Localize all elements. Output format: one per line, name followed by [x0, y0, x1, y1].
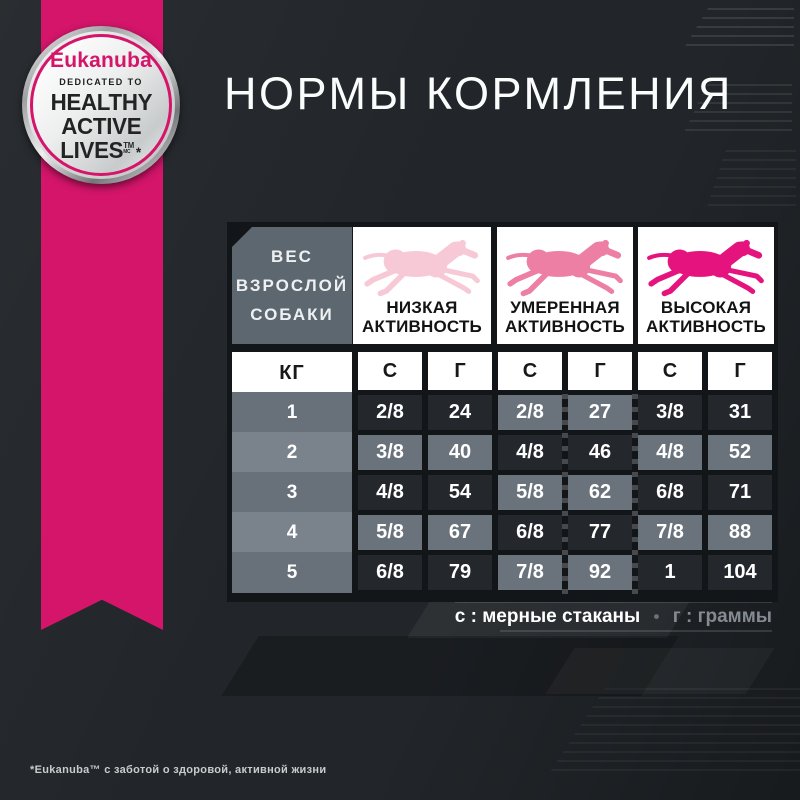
- decor-stripes-top-right: [684, 8, 794, 48]
- decor-stripes-bottom-right: [550, 688, 800, 772]
- activity-label: УМЕРЕННАЯ АКТИВНОСТЬ: [505, 298, 625, 336]
- value-cell: 7/8: [638, 515, 702, 550]
- unit-header-cell-3: Г: [568, 352, 632, 390]
- running-dog-icon: [363, 239, 480, 297]
- unit-header-cell-5: Г: [708, 352, 772, 390]
- value-cell: 6/8: [498, 515, 562, 550]
- value-cell: 6/8: [638, 475, 702, 510]
- badge-lives-row: LIVES TM MC *: [61, 138, 142, 164]
- value-cell: 79: [428, 555, 492, 590]
- value-cell: 71: [708, 475, 772, 510]
- unit-header-cell-0: С: [358, 352, 422, 390]
- decor-slab-2: [221, 636, 679, 696]
- activity-header-high: ВЫСОКАЯ АКТИВНОСТЬ: [638, 227, 774, 344]
- value-cell: 46: [568, 435, 632, 470]
- value-cell: 2/8: [358, 395, 422, 430]
- kg-cell: 1: [232, 392, 352, 433]
- running-dog-icon: [647, 239, 764, 297]
- activity-label: ВЫСОКАЯ АКТИВНОСТЬ: [646, 298, 766, 336]
- value-cell: 5/8: [498, 475, 562, 510]
- activity-label: НИЗКАЯ АКТИВНОСТЬ: [362, 298, 482, 336]
- decor-stripes-mid-right: [706, 150, 796, 210]
- kg-column-header: КГ: [232, 352, 352, 395]
- feeding-table-grid: КГ С Г С Г С Г 1 2/8 24 2/8 27 3/8 31 2 3/8 40 4/8 46 4/8 52…: [232, 352, 772, 593]
- decor-slab-3: [545, 648, 775, 694]
- value-cell: 5/8: [358, 515, 422, 550]
- weight-header-line: СОБАКИ: [250, 305, 334, 324]
- eukanuba-badge: Eukanuba DEDICATED TO HEALTHY ACTIVE LIV…: [22, 26, 180, 184]
- kg-cell: 4: [232, 512, 352, 553]
- legend-cups: с : мерные стаканы: [454, 606, 641, 627]
- weight-header-block: ВЕС ВЗРОСЛОЙ СОБАКИ: [232, 227, 352, 344]
- kg-cell: 5: [232, 552, 352, 593]
- value-cell: 88: [708, 515, 772, 550]
- value-cell: 4/8: [358, 475, 422, 510]
- value-cell: 6/8: [358, 555, 422, 590]
- value-cell: 4/8: [638, 435, 702, 470]
- unit-header-cell-4: С: [638, 352, 702, 390]
- value-cell: 27: [568, 395, 632, 430]
- value-cell: 7/8: [498, 555, 562, 590]
- value-cell: 24: [428, 395, 492, 430]
- activity-header-low: НИЗКАЯ АКТИВНОСТЬ: [353, 227, 491, 344]
- kg-cell: 2: [232, 432, 352, 473]
- value-cell: 31: [708, 395, 772, 430]
- value-cell: 3/8: [638, 395, 702, 430]
- badge-lives-text: LIVES: [60, 136, 124, 163]
- badge-dedicated-text: DEDICATED TO: [59, 76, 143, 87]
- brand-logo-text: Eukanuba: [50, 48, 152, 72]
- value-cell: 104: [708, 555, 772, 590]
- value-cell: 4/8: [498, 435, 562, 470]
- badge-active-text: ACTIVE: [60, 112, 142, 139]
- value-cell: 2/8: [498, 395, 562, 430]
- unit-header-cell-2: С: [498, 352, 562, 390]
- footnote: *Eukanuba™ с заботой о здоровой, активно…: [30, 764, 327, 776]
- value-cell: 1: [638, 555, 702, 590]
- page-title: НОРМЫ КОРМЛЕНИЯ: [224, 68, 733, 119]
- weight-header-line: ВЗРОСЛОЙ: [235, 276, 349, 295]
- unit-header-cell-1: Г: [428, 352, 492, 390]
- value-cell: 92: [568, 555, 632, 590]
- value-cell: 77: [568, 515, 632, 550]
- weight-header-line: ВЕС: [271, 247, 313, 266]
- legend-separator-dot: •: [653, 607, 660, 626]
- badge-trademark: TM MC: [123, 140, 135, 155]
- activity-header-moderate: УМЕРЕННАЯ АКТИВНОСТЬ: [497, 227, 633, 344]
- value-cell: 54: [428, 475, 492, 510]
- value-cell: 67: [428, 515, 492, 550]
- value-cell: 3/8: [358, 435, 422, 470]
- badge-asterisk: *: [136, 143, 142, 160]
- badge-healthy-text: HEALTHY: [50, 88, 152, 115]
- value-cell: 40: [428, 435, 492, 470]
- kg-cell: 3: [232, 472, 352, 513]
- running-dog-icon: [506, 239, 623, 297]
- badge-silver-ring: Eukanuba DEDICATED TO HEALTHY ACTIVE LIV…: [27, 31, 175, 179]
- badge-inner: Eukanuba DEDICATED TO HEALTHY ACTIVE LIV…: [30, 34, 172, 176]
- decor-line-bottom: [500, 630, 772, 632]
- value-cell: 52: [708, 435, 772, 470]
- value-cell: 62: [568, 475, 632, 510]
- legend-grams: г : граммы: [672, 606, 772, 627]
- table-legend: с : мерные стаканы • г : граммы: [232, 606, 772, 628]
